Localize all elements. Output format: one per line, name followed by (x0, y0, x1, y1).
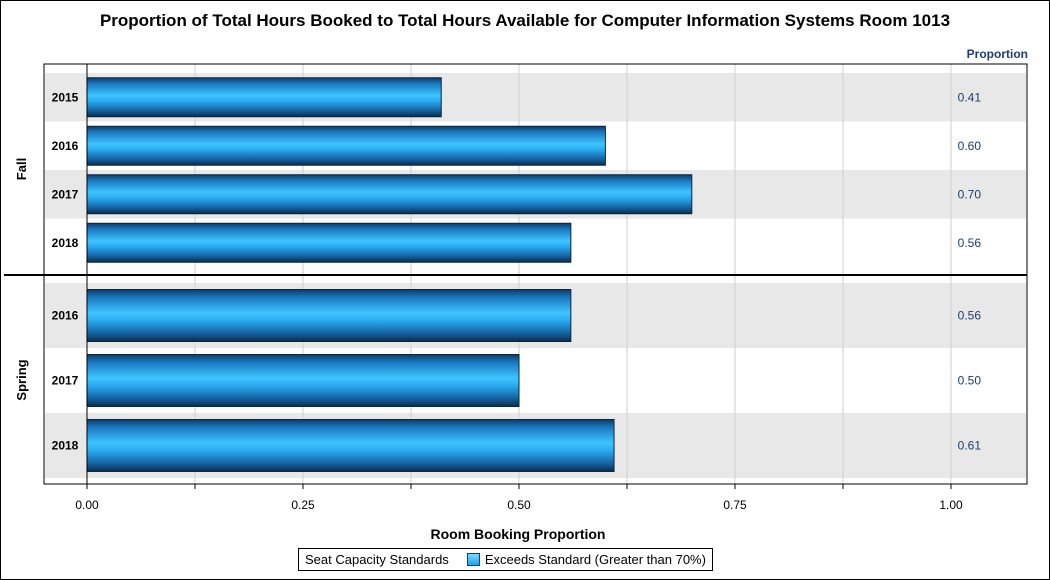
bar-fall-2017 (86, 174, 693, 215)
category-label-fall-2016: 2016 (52, 139, 79, 153)
value-label-spring-2016: 0.56 (958, 309, 982, 323)
value-column-header: Proportion (966, 47, 1028, 61)
value-label-spring-2017: 0.50 (958, 374, 982, 388)
legend: Seat Capacity Standards Exceeds Standard… (298, 548, 713, 571)
category-label-fall-2017: 2017 (52, 187, 79, 201)
value-label-fall-2017: 0.70 (958, 187, 982, 201)
chart-title: Proportion of Total Hours Booked to Tota… (99, 11, 951, 30)
value-label-fall-2018: 0.56 (958, 236, 982, 250)
x-axis-title: Room Booking Proportion (430, 526, 606, 542)
category-label-spring-2018: 2018 (52, 439, 79, 453)
category-label-fall-2015: 2015 (52, 90, 79, 104)
category-label-spring-2016: 2016 (52, 309, 79, 323)
group-label-fall: Fall (14, 158, 29, 180)
x-tick-label-0.00: 0.00 (75, 498, 99, 512)
value-label-spring-2018: 0.61 (958, 439, 982, 453)
x-tick-label-0.25: 0.25 (291, 498, 315, 512)
x-tick-label-0.50: 0.50 (507, 498, 531, 512)
group-label-spring: Spring (14, 359, 29, 400)
bar-fall-2018 (86, 222, 572, 263)
value-label-fall-2016: 0.60 (958, 139, 982, 153)
x-tick-label-1.00: 1.00 (939, 498, 963, 512)
category-label-fall-2018: 2018 (52, 236, 79, 250)
legend-title: Seat Capacity Standards (305, 552, 449, 567)
bar-fall-2015 (86, 77, 442, 118)
bar-spring-2018 (86, 419, 615, 472)
bar-fall-2016 (86, 125, 606, 166)
value-label-fall-2015: 0.41 (958, 90, 982, 104)
bar-spring-2016 (86, 289, 572, 342)
bar-spring-2017 (86, 354, 520, 407)
legend-entry-label: Exceeds Standard (Greater than 70%) (484, 552, 706, 567)
legend-swatch (466, 553, 480, 566)
x-tick-label-0.75: 0.75 (723, 498, 747, 512)
category-label-spring-2017: 2017 (52, 374, 79, 388)
